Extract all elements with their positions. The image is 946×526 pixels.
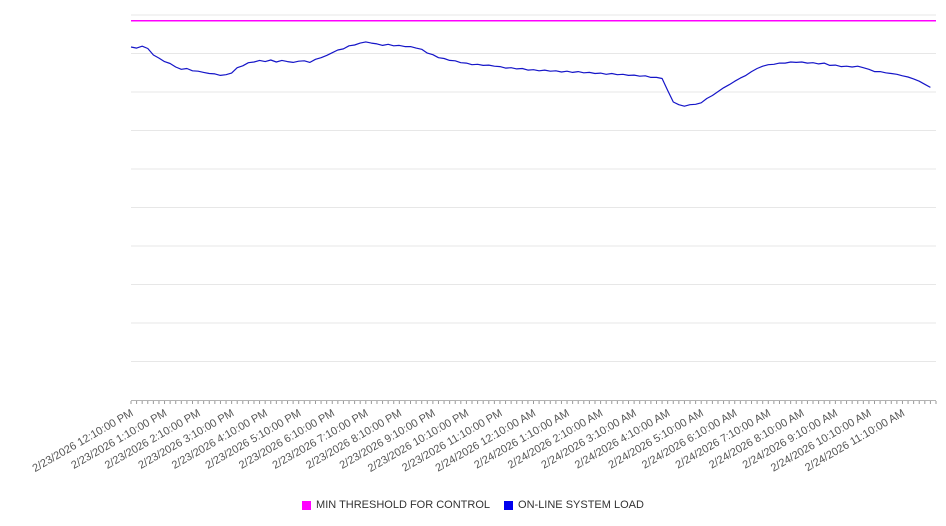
legend-label-min-threshold: MIN THRESHOLD FOR CONTROL [316,499,491,511]
line-chart-svg: 2/23/2026 12:10:00 PM2/23/2026 1:10:00 P… [30,14,937,475]
legend-swatch-threshold [302,500,312,510]
chart-legend: MIN THRESHOLD FOR CONTROL ON-LINE SYSTEM… [0,499,946,511]
legend-label-system-load: ON-LINE SYSTEM LOAD [518,499,644,511]
series-line [130,41,931,107]
legend-item-system-load: ON-LINE SYSTEM LOAD [504,499,644,511]
legend-swatch-load [504,500,514,510]
legend-item-min-threshold: MIN THRESHOLD FOR CONTROL [302,499,490,511]
